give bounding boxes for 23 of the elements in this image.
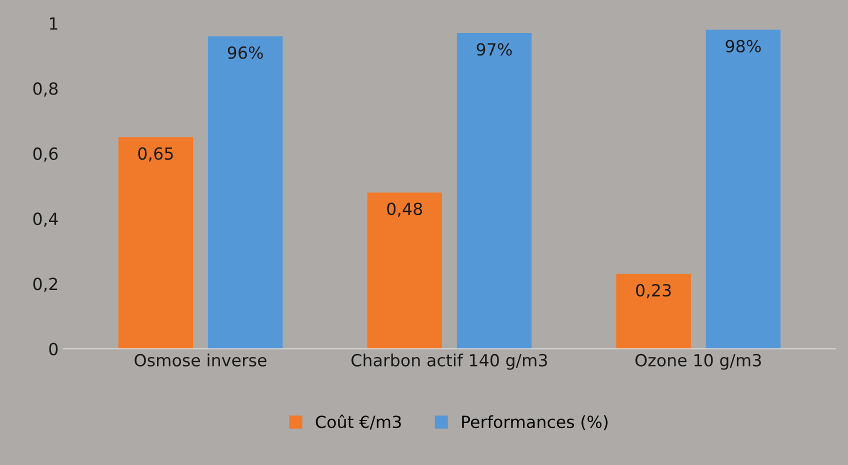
y-tick-label: 0 <box>49 342 58 356</box>
data-label: 0,65 <box>138 147 173 162</box>
y-tick-label: 0,8 <box>33 82 58 97</box>
x-tick-label: Osmose inverse <box>134 354 266 367</box>
bar <box>616 274 691 349</box>
legend-label: Performances (%) <box>462 415 608 430</box>
y-tick-label: 0,2 <box>33 278 58 292</box>
y-tick-label: 1 <box>50 17 58 30</box>
data-label: 96% <box>228 46 263 59</box>
data-label: 97% <box>476 43 512 56</box>
x-tick-label: Ozone 10 g/m3 <box>635 354 761 370</box>
bar <box>118 137 194 349</box>
legend-label: Coût €/m3 <box>316 414 401 430</box>
bar <box>208 36 283 349</box>
x-tick-label: Charbon actif 140 g/m3 <box>352 354 547 370</box>
bar <box>706 30 781 349</box>
bar <box>367 192 442 349</box>
bar <box>456 33 532 349</box>
data-label: 0,48 <box>387 202 422 217</box>
y-tick-label: 0,6 <box>33 147 58 162</box>
data-label: 98% <box>726 40 761 52</box>
data-label: 0,23 <box>636 284 671 298</box>
y-tick-label: 0,4 <box>33 212 58 227</box>
